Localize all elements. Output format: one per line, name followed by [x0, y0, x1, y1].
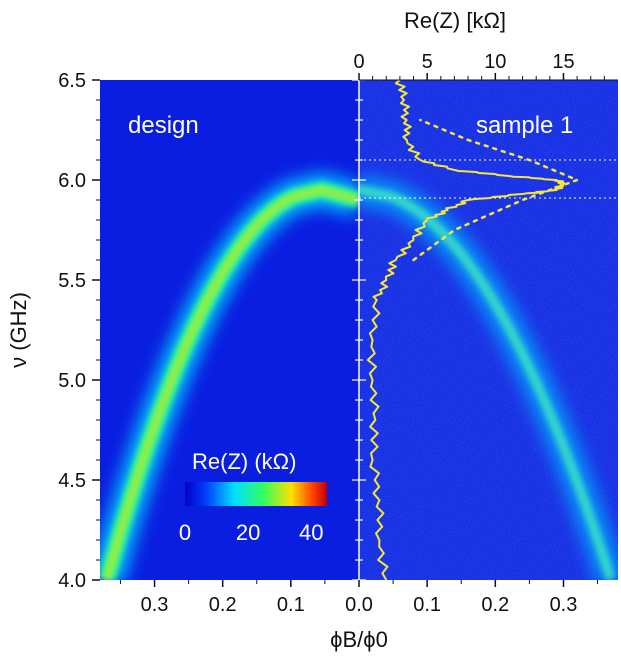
- x-axis-title: ϕB/ϕ0: [330, 627, 388, 652]
- x-tick-label: 0.3: [550, 594, 578, 616]
- left-heatmap: [100, 172, 359, 580]
- right-heatmap: [359, 174, 618, 580]
- y-tick-label: 5.5: [58, 270, 86, 292]
- re-z-measured-trace: [366, 80, 565, 580]
- re-z-theory-trace: [412, 118, 581, 262]
- colorbar-ticks: 0 20 40: [179, 520, 324, 545]
- x-tick-label: 0.1: [413, 594, 441, 616]
- top-x-axis: 0 5 10 15: [353, 51, 618, 81]
- y-tick-label: 6.5: [58, 70, 86, 92]
- y-tick-label: 4.0: [58, 570, 86, 592]
- top-tick-label: 10: [484, 51, 506, 73]
- colorbar-label: Re(Z) (kΩ): [192, 449, 296, 474]
- colorbar-tick-label: 40: [299, 520, 323, 545]
- band-core: [359, 183, 616, 580]
- x-tick-label: 0.2: [209, 594, 237, 616]
- x-tick-label: 0.0: [345, 594, 373, 616]
- colorbar-gradient: [185, 482, 327, 506]
- re-z-traces: [366, 80, 581, 580]
- band-peak: [104, 187, 359, 580]
- y-axis: 4.0 4.5 5.0 5.5 6.0 6.5: [58, 70, 100, 592]
- x-tick-label: 0.1: [277, 594, 305, 616]
- x-tick-label: 0.3: [141, 594, 169, 616]
- divider-ticks: [352, 79, 366, 581]
- colorbar-tick-label: 0: [179, 520, 191, 545]
- top-tick-label: 15: [552, 51, 574, 73]
- y-tick-label: 4.5: [58, 470, 86, 492]
- colorbar-tick-label: 20: [236, 520, 260, 545]
- y-tick-label: 6.0: [58, 170, 86, 192]
- top-x-axis-title: Re(Z) [kΩ]: [404, 8, 506, 33]
- panel-label-design: design: [128, 112, 199, 139]
- top-tick-label: 0: [353, 51, 364, 73]
- bottom-x-axis: 0.3 0.2 0.1 0.0 0.1 0.2 0.3: [119, 580, 599, 616]
- x-tick-label: 0.2: [481, 594, 509, 616]
- panel-label-sample: sample 1: [476, 112, 573, 139]
- top-tick-label: 5: [422, 51, 433, 73]
- y-axis-title: ν (GHz): [6, 292, 31, 368]
- y-tick-label: 5.0: [58, 370, 86, 392]
- reference-lines: [359, 159, 618, 199]
